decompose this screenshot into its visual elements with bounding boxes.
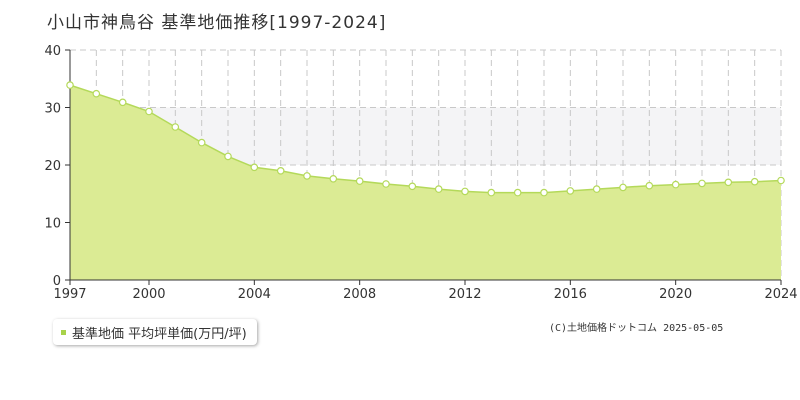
data-point: [777, 176, 785, 185]
data-point: [92, 89, 101, 98]
chart-title: 小山市神鳥谷 基準地価推移[1997-2024]: [47, 13, 387, 33]
legend-label: 基準地価 平均坪単価(万円/坪): [72, 326, 247, 342]
series-area: [70, 85, 781, 280]
data-point: [592, 185, 601, 193]
data-point: [461, 187, 469, 196]
data-point: [355, 177, 364, 185]
data-point: [197, 138, 206, 147]
data-point: [487, 188, 496, 197]
y-tick-label: 0: [53, 274, 61, 289]
y-tick-label: 40: [44, 44, 61, 59]
x-tick-label: 2008: [343, 287, 376, 302]
data-point: [434, 185, 443, 193]
y-tick-label: 30: [44, 102, 61, 117]
x-tick-label: 2000: [132, 287, 165, 302]
data-point: [145, 107, 153, 116]
data-point: [750, 177, 759, 186]
data-point: [250, 163, 259, 172]
x-tick-label: 1997: [53, 287, 86, 302]
legend[interactable]: 基準地価 平均坪単価(万円/坪): [53, 319, 257, 345]
data-point: [645, 181, 654, 190]
series-line: [69, 84, 782, 194]
data-point: [566, 187, 575, 195]
data-point: [724, 178, 733, 187]
data-point: [276, 167, 285, 175]
data-point: [619, 183, 627, 192]
data-point: [329, 175, 338, 183]
data-point: [513, 188, 522, 197]
data-point: [66, 81, 74, 89]
data-point: [303, 172, 311, 180]
data-point: [408, 182, 417, 191]
data-point: [540, 188, 548, 197]
x-tick-label: 2004: [238, 287, 271, 302]
data-point: [698, 179, 706, 188]
data-point: [382, 180, 390, 188]
data-point: [118, 98, 127, 107]
data-point: [224, 152, 232, 161]
y-tick-label: 20: [44, 159, 61, 174]
y-tick-label: 10: [44, 217, 61, 232]
x-tick-label: 2024: [764, 287, 797, 302]
x-tick-label: 2020: [659, 287, 692, 302]
legend-swatch: [61, 329, 66, 335]
copyright-text: (C)土地価格ドットコム 2025-05-05: [549, 323, 724, 334]
x-tick-label: 2016: [554, 287, 587, 302]
data-point: [171, 123, 180, 131]
data-point: [671, 180, 680, 189]
x-tick-label: 2012: [448, 287, 481, 302]
